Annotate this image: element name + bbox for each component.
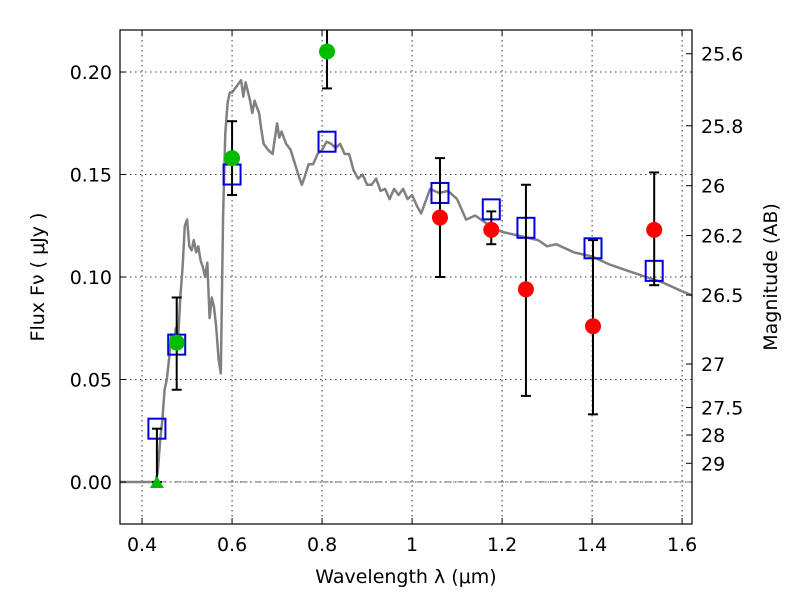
y2-tick-label: 27 <box>701 354 725 376</box>
y2-tick-label: 26.5 <box>701 285 743 307</box>
series-near-IR-detections <box>431 157 663 416</box>
y-axis-left: 0.00 0.05 0.10 0.15 0.20 <box>70 62 126 494</box>
observed-flux-point <box>584 318 601 335</box>
y2-tick-label: 25.6 <box>701 44 743 66</box>
upper-limit-triangle <box>149 475 164 488</box>
observed-flux-point <box>483 221 500 238</box>
y-tick-label: 0.20 <box>70 62 112 84</box>
x-tick-label: 1 <box>406 534 418 556</box>
y-tick-label: 0.00 <box>70 472 112 494</box>
observed-flux-point <box>517 281 534 298</box>
y2-tick-label: 25.8 <box>701 116 743 138</box>
x-tick-label: 0.8 <box>307 534 337 556</box>
x-tick-label: 0.6 <box>217 534 247 556</box>
y2-axis-label: Magnitude (AB) <box>760 203 782 351</box>
y2-tick-label: 26 <box>701 176 725 198</box>
observed-flux-point <box>224 150 241 167</box>
series-model-SED <box>120 78 692 484</box>
y2-tick-label: 29 <box>701 453 725 475</box>
series-layer <box>120 30 692 488</box>
y-axis-right: 25.6 25.8 26 26.2 26.5 27 27.5 28 29 <box>686 44 743 475</box>
x-tick-label: 1.6 <box>667 534 697 556</box>
x-tick-label: 1.4 <box>577 534 607 556</box>
y-tick-label: 0.15 <box>70 165 112 187</box>
x-axis: 0.4 0.6 0.8 1 1.2 1.4 1.6 <box>127 30 697 556</box>
series-optical-upper-limit <box>149 427 164 488</box>
sed-model-line <box>120 78 692 484</box>
y2-tick-label: 26.2 <box>701 226 743 248</box>
y-tick-label: 0.05 <box>70 369 112 391</box>
model-flux-square <box>317 130 337 153</box>
y2-tick-label: 28 <box>701 425 725 447</box>
observed-flux-point <box>319 43 336 60</box>
x-tick-label: 1.2 <box>487 534 517 556</box>
y2-tick-label: 27.5 <box>701 398 743 420</box>
x-tick-label: 0.4 <box>127 534 157 556</box>
x-axis-label: Wavelength λ (μm) <box>315 566 496 588</box>
y-tick-label: 0.10 <box>70 267 112 289</box>
y-axis-label: Flux Fν ( μJy ) <box>27 213 49 342</box>
observed-flux-point <box>646 221 663 238</box>
observed-flux-point <box>168 334 185 351</box>
series-optical-detections <box>168 30 336 391</box>
observed-flux-point <box>431 209 448 226</box>
